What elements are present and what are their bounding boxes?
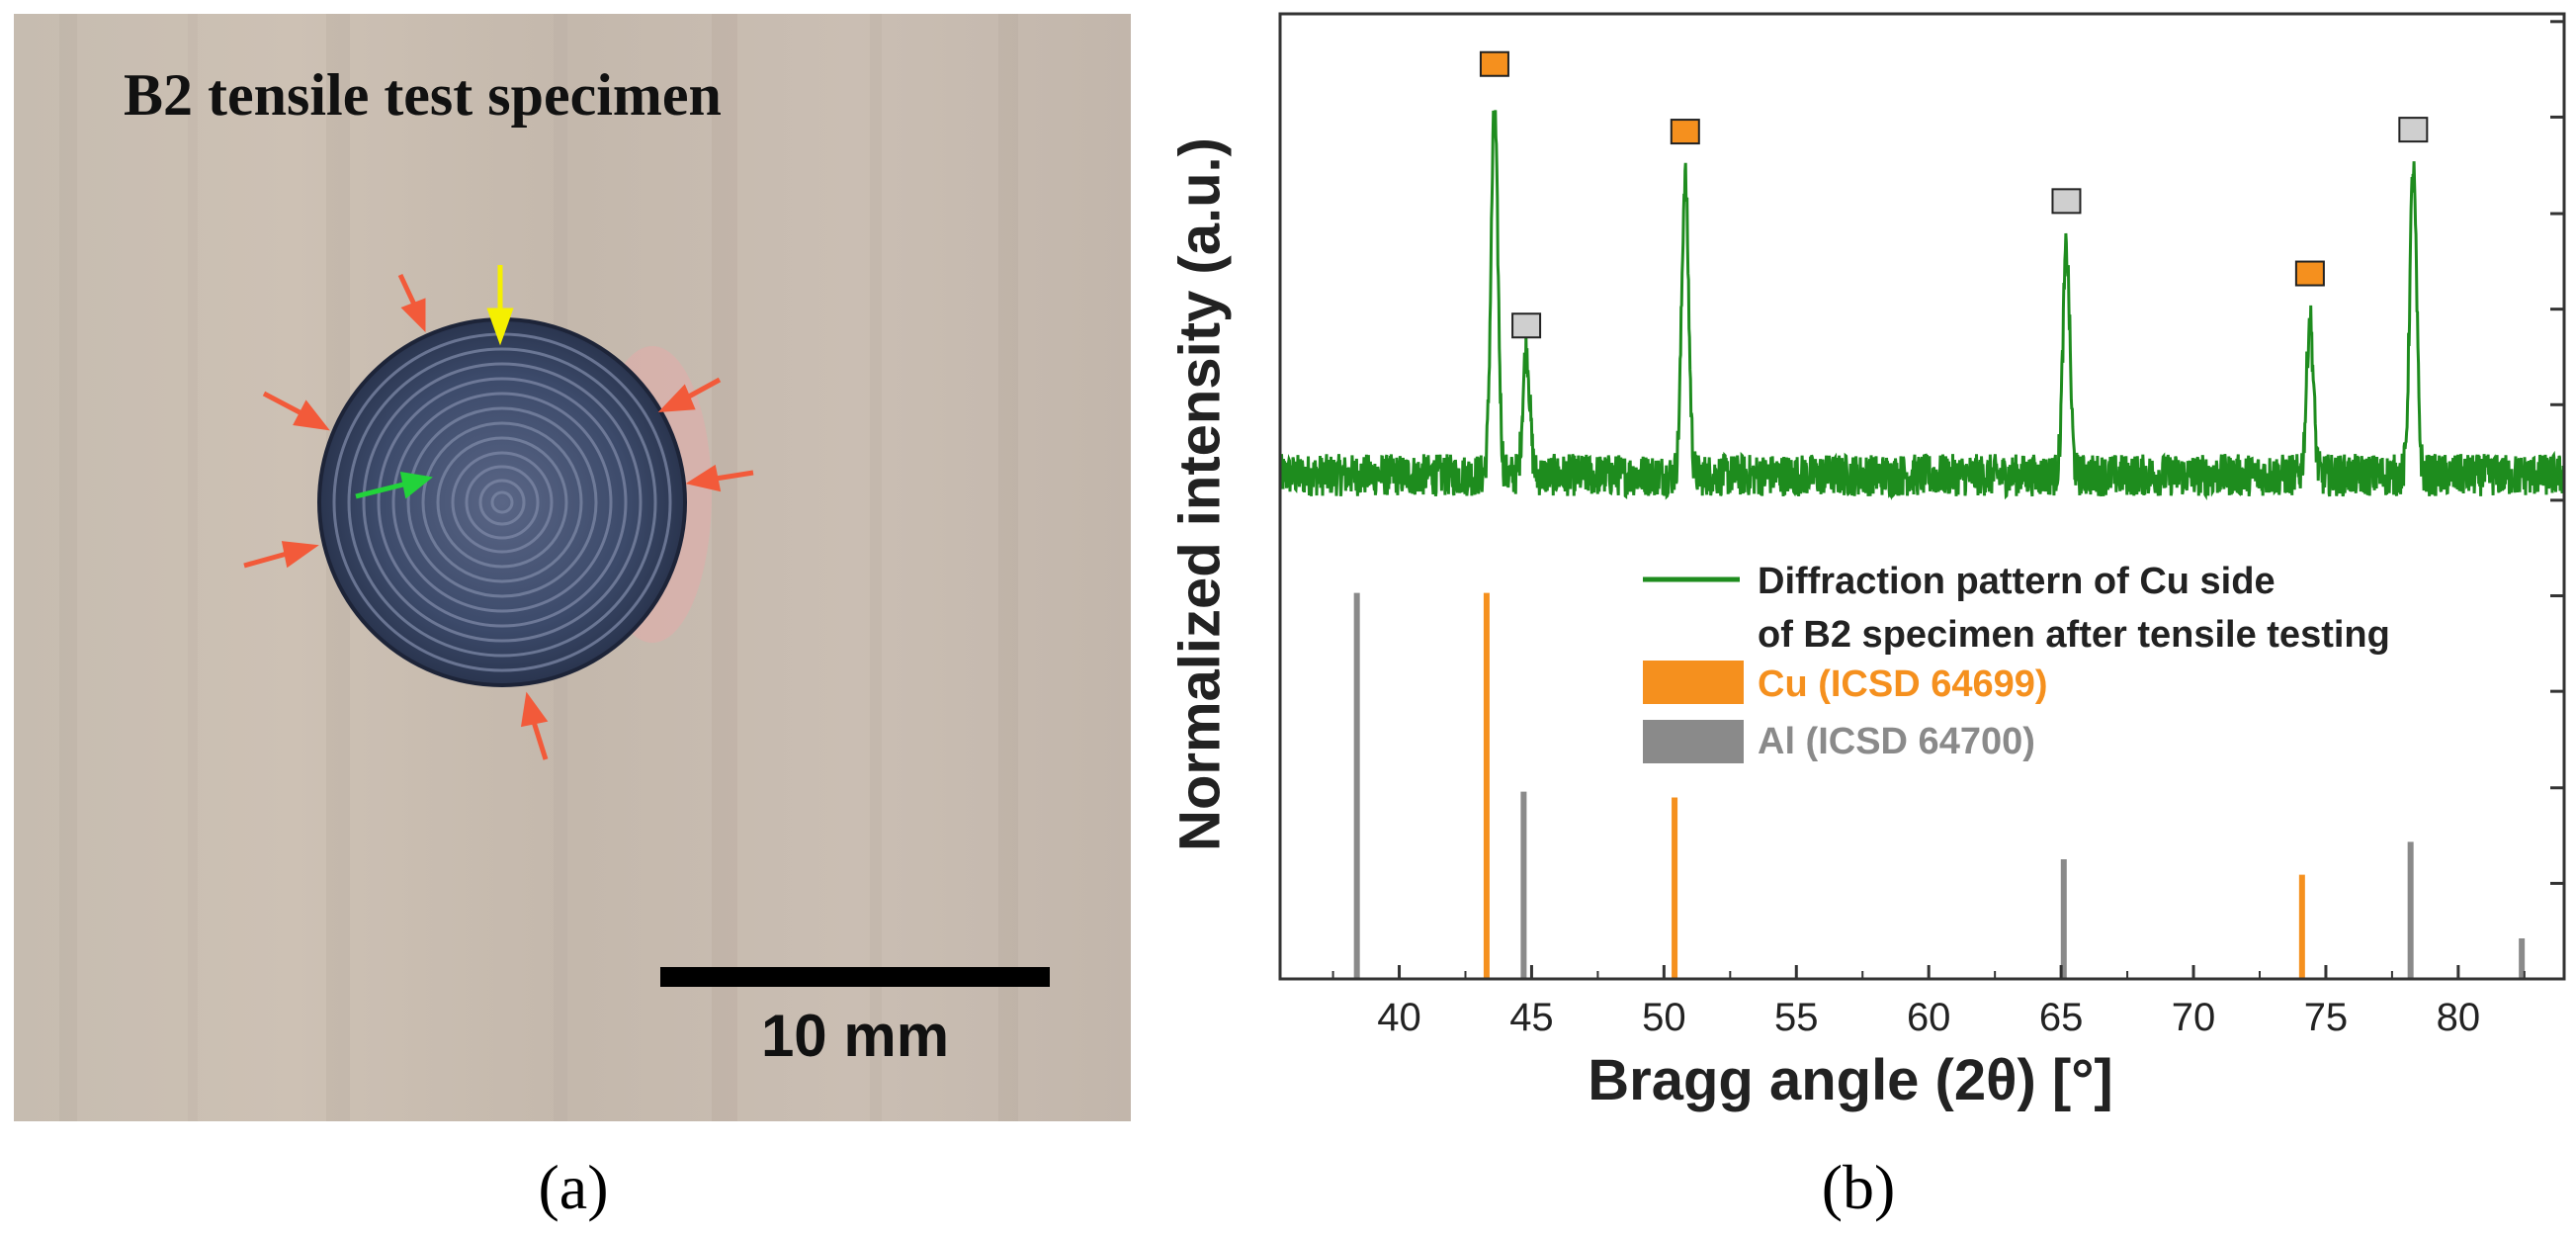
- specimen-photo-svg: B2 tensile test specimen: [14, 14, 1131, 1222]
- x-tick-label: 75: [2304, 996, 2349, 1039]
- x-tick-label: 55: [1774, 996, 1819, 1039]
- legend-label-cu: Cu (ICSD 64699): [1758, 663, 2048, 705]
- scale-bar-label: 10 mm: [761, 1003, 949, 1069]
- green-arrow: [355, 471, 433, 499]
- red-arrow: [243, 541, 319, 569]
- yellow-arrow: [486, 265, 514, 346]
- axes-layer: 40 45 50 55 60 65 70 75 80: [1278, 12, 2566, 1039]
- peak-marker-al: [2051, 188, 2082, 215]
- specimen-disc: [317, 317, 687, 687]
- plot-layer: [1278, 50, 2566, 979]
- legend-swatch-cu: [1643, 661, 1744, 704]
- x-tick-label: 60: [1907, 996, 1951, 1039]
- panel-b: 40 45 50 55 60 65 70 75 80 Bragg angle (2θ) [°] …: [1147, 0, 2576, 1232]
- x-tick-label: 40: [1377, 996, 1421, 1039]
- legend-swatch-al: [1643, 720, 1744, 763]
- x-tick-label: 50: [1642, 996, 1686, 1039]
- legend-label-pattern-line1: Diffraction pattern of Cu side: [1758, 561, 2275, 602]
- red-arrows: [243, 273, 754, 760]
- legend: Diffraction pattern of Cu side of B2 spe…: [1643, 561, 2390, 763]
- red-arrow: [685, 464, 754, 492]
- red-arrow: [520, 691, 549, 760]
- photo-title: B2 tensile test specimen: [124, 62, 722, 128]
- plot-frame: [1278, 12, 2566, 981]
- red-arrow: [397, 273, 426, 333]
- x-tick-label: 65: [2039, 996, 2084, 1039]
- panel-a: B2 tensile test specimen: [0, 0, 1147, 1232]
- x-tick-label: 45: [1509, 996, 1554, 1039]
- x-tick-label: 80: [2437, 996, 2481, 1039]
- x-axis-label: Bragg angle (2θ) [°]: [1588, 1048, 2112, 1112]
- peak-marker-cu: [1479, 50, 1509, 77]
- legend-label-al: Al (ICSD 64700): [1758, 721, 2035, 762]
- y-axis-label-box: Normalized intensity (a.u.): [1159, 79, 1242, 910]
- x-tick-label: 70: [2172, 996, 2216, 1039]
- peak-marker-cu: [1670, 119, 1700, 145]
- caption-b: (b): [1822, 1152, 1896, 1222]
- caption-a: (a): [538, 1152, 608, 1222]
- xrd-chart: 40 45 50 55 60 65 70 75 80 Bragg angle (2θ) [°] …: [1278, 12, 2566, 1222]
- scale-bar: [660, 967, 1050, 987]
- y-axis-label-text: Normalized intensity (a.u.): [1167, 137, 1233, 851]
- legend-label-pattern-line2: of B2 specimen after tensile testing: [1758, 614, 2390, 656]
- peak-marker-al: [2398, 117, 2429, 143]
- red-arrow: [262, 391, 330, 431]
- red-arrow: [657, 377, 722, 412]
- diffraction-pattern-line: [1278, 110, 2566, 501]
- peak-marker-al: [1511, 312, 1542, 339]
- peak-marker-cu: [2294, 260, 2325, 287]
